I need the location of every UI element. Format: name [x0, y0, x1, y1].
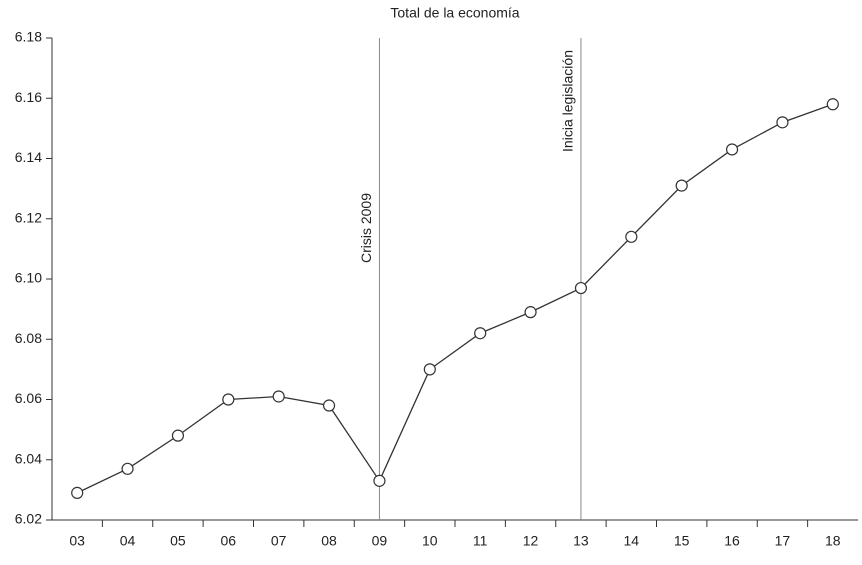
point [675, 179, 688, 192]
point [625, 230, 638, 243]
x-tick-label: 14 [624, 533, 640, 549]
y-tick-label: 6.18 [15, 29, 42, 45]
x-tick-label: 11 [473, 533, 488, 549]
y-tick-label: 6.16 [15, 89, 42, 105]
point [222, 393, 235, 406]
x-tick-label: 17 [775, 533, 791, 549]
x-tick-label: 13 [573, 533, 589, 549]
point [121, 462, 134, 475]
point [826, 98, 839, 111]
point [322, 399, 336, 412]
y-tick-label: 6.14 [15, 149, 42, 165]
y-tick-label: 6.10 [15, 270, 42, 286]
point [524, 306, 537, 319]
y-tick-label: 6.12 [15, 209, 42, 225]
x-tick-label: 03 [69, 533, 85, 549]
x-tick-label: 15 [674, 533, 690, 549]
y-tick-label: 6.02 [15, 511, 42, 527]
point [725, 143, 739, 156]
x-tick-label: 10 [422, 533, 438, 549]
x-tick-label: 09 [372, 533, 388, 549]
line [76, 103, 834, 494]
x-tick-label: 08 [321, 533, 337, 549]
point [171, 429, 185, 442]
y-tick-label: 6.06 [15, 390, 42, 406]
chart-title: Total de la economía [390, 5, 519, 21]
x-tick-label: 06 [221, 533, 237, 549]
x-tick-label: 18 [825, 533, 841, 549]
point [272, 390, 285, 403]
x-tick-label: 04 [120, 533, 136, 549]
point [574, 281, 588, 295]
point [373, 474, 386, 487]
annotation-label: Inicia legislación [560, 50, 576, 152]
y-tick-label: 6.08 [15, 330, 42, 346]
x-tick-label: 16 [724, 533, 740, 549]
x-tick-label: 05 [170, 533, 186, 549]
point [474, 327, 487, 340]
x-tick-label: 07 [271, 533, 287, 549]
annotation-label: Crisis 2009 [358, 193, 374, 263]
point [423, 363, 436, 376]
y-tick-label: 6.04 [15, 450, 42, 466]
point [776, 116, 789, 129]
point [71, 486, 84, 499]
x-tick-label: 12 [523, 533, 539, 549]
